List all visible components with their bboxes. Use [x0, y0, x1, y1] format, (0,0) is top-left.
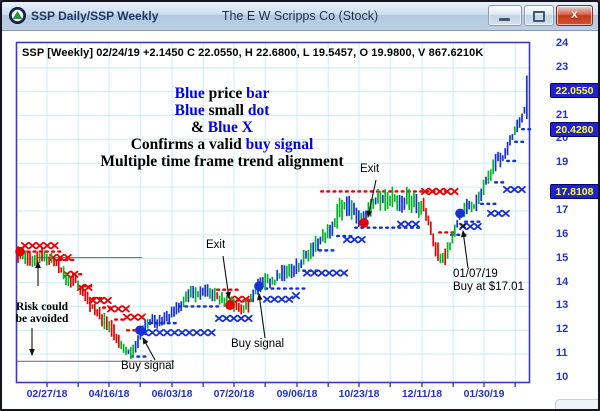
minimize-button[interactable] — [488, 5, 522, 26]
y-axis-label: 14 — [556, 275, 569, 288]
x-axis-date-label: 02/27/18 — [26, 388, 68, 400]
y-axis-label: 12 — [556, 323, 569, 336]
y-axis-label: 16 — [556, 227, 569, 240]
risk-annotation: Risk could be avoided — [15, 301, 69, 325]
chart-annotation-line: Blue small dot — [174, 102, 270, 119]
exit-label-2: Exit — [360, 163, 380, 175]
x-axis-date-label: 09/06/18 — [276, 388, 318, 400]
x-axis-date-label: 01/30/19 — [463, 388, 505, 400]
app-logo-icon — [9, 7, 26, 24]
x-axis-date-label: 10/23/18 — [338, 388, 380, 400]
close-button[interactable]: x — [556, 5, 593, 26]
y-axis-label: 19 — [556, 156, 569, 169]
restore-icon — [533, 11, 545, 22]
chart-annotation-line: & Blue X — [190, 119, 253, 136]
y-axis-label: 11 — [556, 347, 568, 360]
close-icon: x — [571, 7, 578, 21]
window-title: SSP Daily/SSP Weekly — [31, 9, 159, 23]
buy-annotation-01-07-19: 01/07/19 Buy at $17.01 — [453, 268, 524, 293]
buy-signal-label-1: Buy signal — [121, 360, 175, 372]
quote-header: SSP [Weekly] 02/24/19 +2.1450 C 22.0550,… — [22, 47, 484, 59]
minimize-icon — [499, 18, 510, 21]
x-axis-date-label: 04/16/18 — [88, 388, 130, 400]
window-controls: x — [488, 5, 593, 26]
chart-symbol-title: The E W Scripps Co (Stock) — [221, 9, 379, 23]
price-badge: 20.4280 — [550, 121, 598, 137]
chart-annotation-line: Blue price bar — [174, 85, 270, 102]
y-axis-label: 23 — [556, 60, 569, 73]
y-axis-label: 24 — [556, 37, 569, 49]
x-axis-date-label: 12/11/18 — [401, 388, 443, 400]
chart-annotation-note: Blue price bar Blue small dot & Blue X Conf… — [57, 85, 387, 170]
window-titlebar[interactable]: SSP Daily/SSP Weekly The E W Scripps Co … — [2, 2, 598, 31]
restore-button[interactable] — [524, 5, 554, 26]
resize-grip[interactable] — [555, 399, 598, 409]
buy-signal-label-2: Buy signal — [231, 338, 285, 350]
price-badge: 22.0550 — [550, 82, 598, 98]
x-axis-date-label: 06/03/18 — [151, 388, 193, 400]
y-axis-label: 13 — [556, 299, 569, 312]
price-chart-canvas[interactable] — [2, 30, 598, 409]
exit-label-1: Exit — [206, 239, 226, 251]
y-axis-label: 21 — [556, 108, 569, 121]
chart-annotation-line: Multiple time frame trend alignment — [100, 153, 344, 170]
y-axis-label: 10 — [556, 370, 569, 383]
x-axis-date-label: 07/20/18 — [213, 388, 255, 400]
price-badge: 17.8108 — [550, 184, 598, 200]
y-axis-label: 15 — [556, 251, 569, 264]
chart-annotation-line: Confirms a valid buy signal — [130, 136, 314, 153]
y-axis-label: 17 — [556, 203, 569, 216]
